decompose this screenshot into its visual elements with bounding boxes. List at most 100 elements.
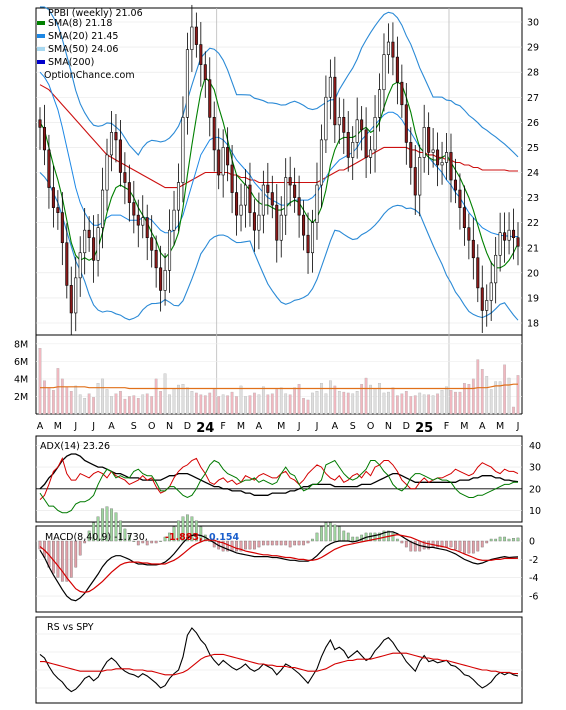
- candle-body: [409, 142, 413, 168]
- candle-body: [498, 232, 502, 256]
- volume-bar: [181, 384, 185, 415]
- volume-bar: [235, 396, 238, 415]
- macd-histogram-bar: [404, 540, 408, 548]
- volume-bar: [261, 386, 265, 415]
- volume-bar: [190, 391, 194, 415]
- macd-histogram-bar: [177, 520, 180, 542]
- candle-body: [485, 300, 489, 311]
- macd-histogram-bar: [235, 540, 238, 552]
- candle-body: [239, 204, 243, 216]
- candle-body: [96, 227, 100, 261]
- price-legend: PPBI (weekly) 21.06 SMA(8) 21.18 SMA(20)…: [37, 8, 143, 81]
- x-tick-label: M: [496, 421, 504, 432]
- candle-body: [159, 267, 163, 291]
- volume-bar: [329, 380, 332, 415]
- candle-body: [51, 187, 55, 208]
- volume-bar: [69, 391, 73, 415]
- candle-body: [310, 222, 315, 254]
- adx-y-tick: 20: [529, 484, 541, 495]
- macd-histogram-bar: [87, 530, 91, 542]
- candle-body: [150, 237, 154, 251]
- macd-histogram-bar: [261, 540, 265, 546]
- volume-bar: [342, 391, 346, 415]
- volume-bar: [404, 391, 408, 415]
- candle-body: [413, 167, 417, 196]
- macd-title: MACD(8,40,9) -1.730,: [45, 532, 148, 543]
- macd-histogram-bar: [471, 540, 475, 554]
- volume-bar: [83, 398, 87, 415]
- macd-histogram-bar: [485, 540, 489, 544]
- volume-bar: [199, 394, 203, 415]
- macd-histogram-bar: [92, 522, 95, 542]
- macd-histogram-bar: [467, 540, 471, 554]
- volume-bar: [337, 391, 341, 415]
- candle-body: [422, 127, 426, 158]
- x-tick-label: J: [91, 421, 95, 432]
- candle-body: [355, 119, 359, 143]
- candle-body: [427, 127, 431, 153]
- volume-bar: [445, 386, 448, 415]
- candle-body: [118, 139, 122, 173]
- volume-bar: [105, 389, 109, 415]
- volume-bar: [333, 385, 337, 415]
- price-y-tick: 20: [527, 268, 539, 279]
- volume-bar: [244, 396, 247, 415]
- price-y-tick: 28: [527, 68, 539, 79]
- volume-bar: [150, 396, 154, 415]
- macd-histogram-bar: [284, 540, 288, 546]
- volume-bar: [123, 398, 127, 415]
- volume-bar: [498, 381, 502, 415]
- x-tick-label: M: [460, 421, 468, 432]
- x-tick-label: A: [256, 421, 263, 432]
- volume-bar: [315, 391, 319, 415]
- candle-body: [516, 237, 520, 247]
- volume-bar: [208, 392, 212, 415]
- candle-body: [494, 254, 498, 284]
- volume-bar: [391, 387, 395, 415]
- volume-bar: [355, 391, 359, 415]
- volume-bar: [212, 389, 216, 415]
- macd-histogram-bar: [141, 540, 145, 544]
- candle-body: [257, 214, 261, 231]
- macd-histogram-bar: [136, 540, 140, 546]
- macd-series-line: [39, 533, 519, 594]
- volume-panel: 8M 6M 4M 2M: [14, 335, 523, 415]
- macd-histogram-bar: [373, 532, 377, 542]
- candle-body: [74, 277, 78, 314]
- price-y-tick: 22: [527, 218, 539, 229]
- volume-bar: [449, 390, 453, 415]
- macd-histogram-bar: [391, 532, 395, 542]
- macd-histogram-bar: [382, 530, 386, 542]
- macd-histogram-bar: [449, 540, 453, 548]
- candle-body: [346, 132, 350, 158]
- legend-sma20: SMA(20) 21.45: [48, 31, 118, 42]
- macd-histogram-bar: [302, 540, 305, 546]
- volume-y-tick: 2M: [14, 392, 28, 403]
- macd-series-line: [39, 531, 519, 602]
- volume-average-line: [40, 383, 518, 390]
- macd-histogram-bar: [266, 540, 270, 546]
- macd-histogram-bar: [346, 532, 350, 542]
- candle-body: [462, 207, 466, 228]
- macd-histogram-bar: [154, 540, 158, 544]
- macd-histogram-bar: [396, 538, 399, 542]
- rs-title: RS vs SPY: [47, 622, 94, 633]
- candle-body: [65, 242, 69, 286]
- candle-body: [293, 184, 297, 198]
- volume-bar: [436, 393, 439, 415]
- macd-histogram-bar: [320, 526, 323, 542]
- x-tick-label: M: [54, 421, 62, 432]
- volume-bar: [507, 377, 511, 415]
- macd-histogram-bar: [38, 540, 42, 550]
- volume-bar: [43, 380, 46, 415]
- candle-body: [297, 197, 301, 216]
- volume-bar: [78, 394, 82, 415]
- volume-bar: [440, 390, 444, 415]
- macd-histogram-bar: [119, 520, 122, 542]
- candle-body: [114, 132, 118, 141]
- price-y-tick: 26: [527, 118, 539, 129]
- volume-bar: [110, 396, 113, 415]
- macd-histogram-bar: [337, 526, 341, 542]
- macd-histogram-bar: [194, 520, 198, 542]
